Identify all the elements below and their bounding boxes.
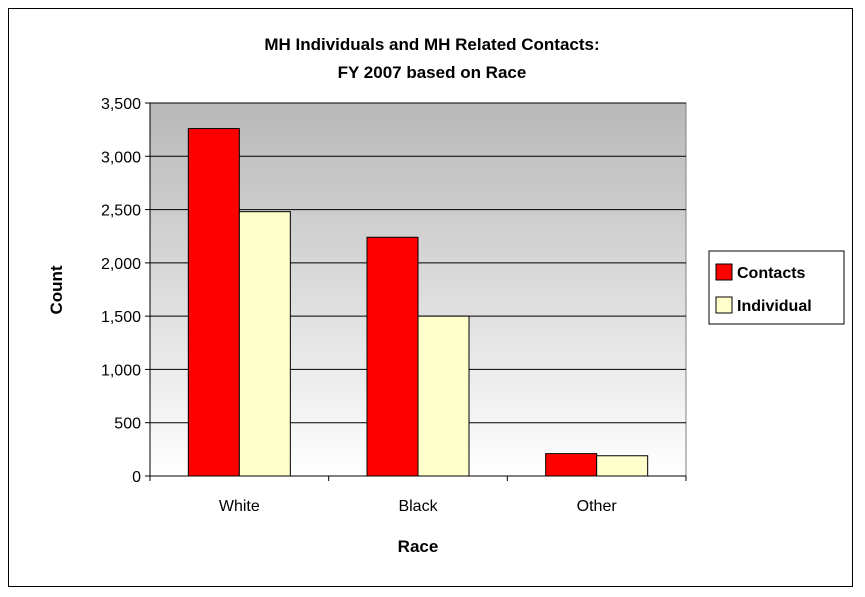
- y-tick-label: 1,500: [101, 309, 141, 326]
- y-tick-label: 2,000: [101, 256, 141, 273]
- bar-contacts-black: [366, 236, 419, 477]
- legend-label-contacts: Contacts: [737, 265, 806, 282]
- y-tick-label: 3,000: [101, 149, 141, 166]
- y-axis-label: Count: [47, 265, 66, 314]
- bar-contacts-white: [187, 128, 240, 477]
- bar-individual-black: [417, 315, 470, 477]
- legend-swatch-individual: [715, 296, 733, 314]
- y-tick-label: 3,500: [101, 96, 141, 113]
- bars: [187, 128, 649, 477]
- legend-swatch-contacts: [715, 263, 733, 281]
- y-tick-labels: 0 500 1,000 1,500 2,000 2,500 3,000 3,500: [101, 96, 141, 486]
- y-tick-label: 500: [114, 416, 141, 433]
- chart-title-line-1: MH Individuals and MH Related Contacts:: [264, 35, 599, 54]
- x-tick-label: Other: [577, 498, 618, 515]
- y-tick-label: 2,500: [101, 203, 141, 220]
- bar-individual-other: [596, 455, 649, 477]
- x-tick-label: Black: [398, 498, 438, 515]
- y-tick-label: 0: [132, 469, 141, 486]
- axes: [145, 102, 687, 481]
- bar-individual-white: [238, 211, 291, 477]
- legend: Contacts Individual: [708, 250, 845, 325]
- y-tick-label: 1,000: [101, 362, 141, 379]
- legend-label-individual: Individual: [737, 298, 812, 315]
- bar-contacts-other: [545, 453, 598, 477]
- x-tick-label: White: [219, 498, 260, 515]
- chart-title-line-2: FY 2007 based on Race: [338, 63, 527, 82]
- x-axis-label: Race: [398, 537, 439, 556]
- x-tick-labels: White Black Other: [219, 498, 617, 515]
